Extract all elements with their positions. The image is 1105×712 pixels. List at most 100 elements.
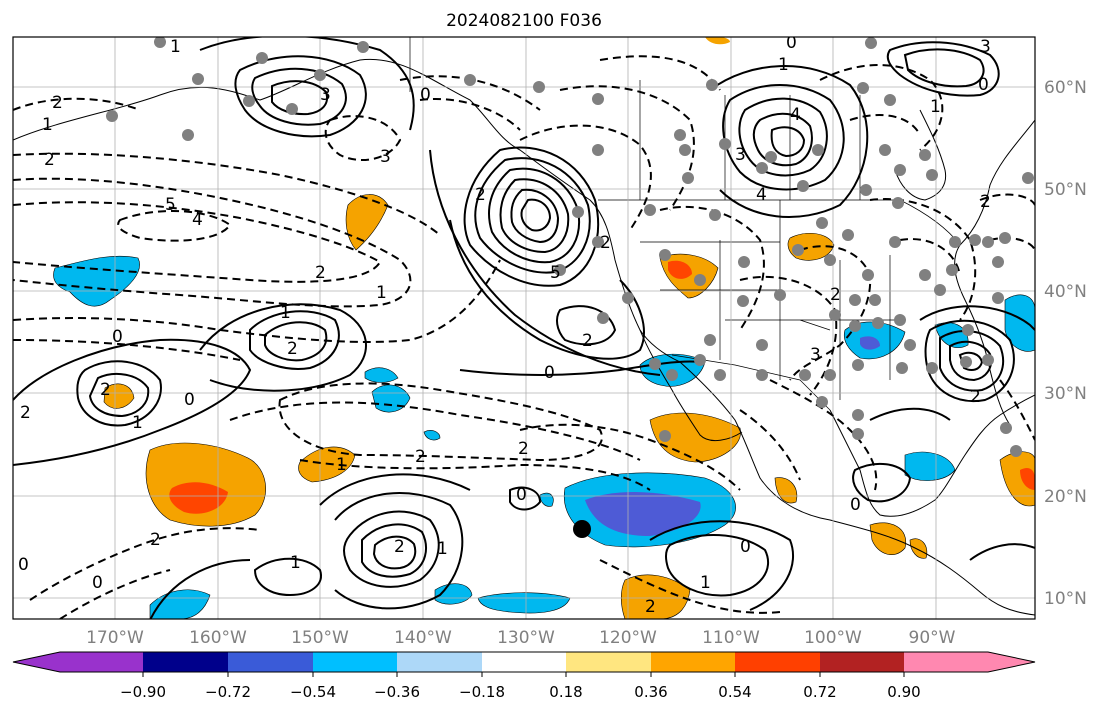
contour-label: 0 (92, 573, 103, 593)
colorbar-tick-label: −0.72 (205, 683, 251, 701)
contour-label: 1 (376, 283, 387, 303)
neg-contour-low-north-1 (13, 177, 412, 308)
contour-label: 3 (320, 85, 331, 105)
pos-contour-ne-ridge-2 (738, 97, 828, 177)
contour-label: 2 (44, 150, 55, 170)
colorbar-segment (60, 652, 143, 672)
pos-contour-pnw-ridge-1 (463, 146, 600, 287)
contour-label: 0 (544, 363, 555, 383)
pos-contour-0-sw (253, 557, 322, 597)
lat-label: 10°N (1044, 589, 1087, 609)
pos-contour-west-pac-2 (88, 372, 150, 418)
lat-label: 60°N (1044, 78, 1087, 98)
lon-label: 110°W (702, 628, 760, 648)
neg-contour-gulf-2 (739, 409, 801, 481)
neg-contour-south-1 (29, 527, 261, 601)
contour-label: 2 (830, 285, 841, 305)
coast-alaska (13, 58, 681, 363)
contour-label: 2 (600, 233, 611, 253)
contour-label: 1 (280, 303, 291, 323)
pos-contour-east-pac-4 (334, 492, 464, 610)
neg-contour-great-plains-2 (789, 245, 872, 381)
neg-contour-gulf-1 (769, 379, 878, 491)
contour-label: 0 (516, 485, 527, 505)
neg-contour-southeast-2 (899, 238, 961, 276)
pos-contour-south-mexico-1 (664, 533, 770, 597)
neg-contour-low-north-3 (117, 210, 232, 242)
neg-contour-low-north-5 (13, 259, 501, 343)
contour-label: 2 (20, 403, 31, 423)
shade-blue-137w (539, 492, 554, 507)
lon-label: 130°W (497, 628, 555, 648)
pos-contour-west-pac-1 (76, 360, 162, 427)
contour-label: 1 (42, 115, 53, 135)
pos-contour-pnw-ridge-4 (499, 178, 570, 254)
colorbar-tick-label: −0.54 (290, 683, 336, 701)
contour-label: 2 (287, 339, 298, 359)
pos-contour-atlantic-high-5 (919, 305, 1035, 331)
shade-red-hawaii (169, 482, 228, 514)
contour-label: 2 (582, 331, 593, 351)
contour-label: 4 (756, 185, 767, 205)
pos-contour-ne-ridge-5 (709, 65, 869, 218)
coast-gulf (829, 394, 1035, 517)
colorbar-segment (482, 652, 566, 672)
contour-label: 1 (290, 553, 301, 573)
pos-contour-0-line-4 (869, 407, 951, 421)
contour-label: 4 (790, 105, 801, 125)
contour-label: 1 (132, 413, 143, 433)
lon-label: 100°W (804, 628, 862, 648)
pos-contour-ne-ridge-4 (770, 126, 806, 158)
colorbar-tick-label: 0.36 (634, 683, 667, 701)
pos-contour-central-pac-2 (264, 321, 328, 362)
pos-contour-gulf-low (852, 462, 912, 503)
neg-contour-northwest (13, 97, 141, 111)
neg-contour-great-plains-1 (659, 205, 765, 331)
pos-contour-east-pac-2 (361, 523, 427, 578)
pos-contour-east-pac-1 (343, 510, 440, 588)
colorbar-segment (397, 652, 482, 672)
lat-label: 30°N (1044, 384, 1087, 404)
longitude-labels: 170°W 160°W 150°W 140°W 130°W 120°W 110°… (86, 628, 956, 648)
shade-orange-south-120w (620, 574, 691, 619)
neg-contour-west-ridge-1 (519, 124, 652, 231)
colorbar-tick-label: −0.90 (120, 683, 166, 701)
pos-contour-top-right (886, 41, 1000, 97)
colorbar: −0.90 −0.72 −0.54 −0.36 −0.18 0.18 0.36 … (12, 651, 1036, 701)
colorbar-segment (904, 652, 988, 672)
contour-label: 2 (970, 387, 981, 407)
pos-contour-atlantic-high-4 (958, 351, 984, 371)
neg-contour-south-2 (59, 569, 171, 619)
colorbar-segment (313, 652, 397, 672)
shade-orange-top-110w (705, 37, 730, 45)
colorbar-tick-label: 0.18 (549, 683, 582, 701)
pos-contour-central-pac-3 (199, 303, 367, 392)
colorbar-tick-label: 0.72 (803, 683, 836, 701)
lon-label: 90°W (909, 628, 956, 648)
colorbar-segment (735, 652, 820, 672)
neg-contour-south-3 (599, 559, 781, 614)
neg-contour-aleutian (324, 115, 402, 161)
pos-contour-south-mexico-2 (649, 520, 795, 611)
map-title: 2024082100 F036 (446, 11, 602, 31)
neg-contour-atlantic-1 (979, 193, 1035, 206)
pos-contour-atlantic-high-1 (924, 319, 1015, 403)
colorbar-segment (228, 652, 313, 672)
pos-contour-ne-ridge-3 (752, 112, 813, 167)
shade-orange-yucatan (869, 522, 907, 555)
contour-label: 3 (735, 145, 746, 165)
neg-contour-pacific-sub-1 (278, 382, 603, 462)
station-dots (106, 37, 1034, 457)
contour-label: 3 (810, 345, 821, 365)
map-panel: 2 1 2 3 3 1 0 5 4 2 1 0 1 2 2 2 0 1 2 0 (12, 36, 1036, 620)
coast-mexico-west (679, 361, 1035, 616)
shade-red-caribbean (1020, 468, 1035, 490)
pos-contour-pnw-ridge-6 (520, 198, 552, 232)
storm-center-marker (573, 520, 591, 538)
neg-contour-gulf-alaska-2 (399, 75, 541, 111)
neg-contour-southeast-1 (869, 198, 977, 321)
lat-label: 20°N (1044, 487, 1087, 507)
contour-label: 4 (192, 210, 203, 230)
contour-label: 1 (778, 55, 789, 75)
